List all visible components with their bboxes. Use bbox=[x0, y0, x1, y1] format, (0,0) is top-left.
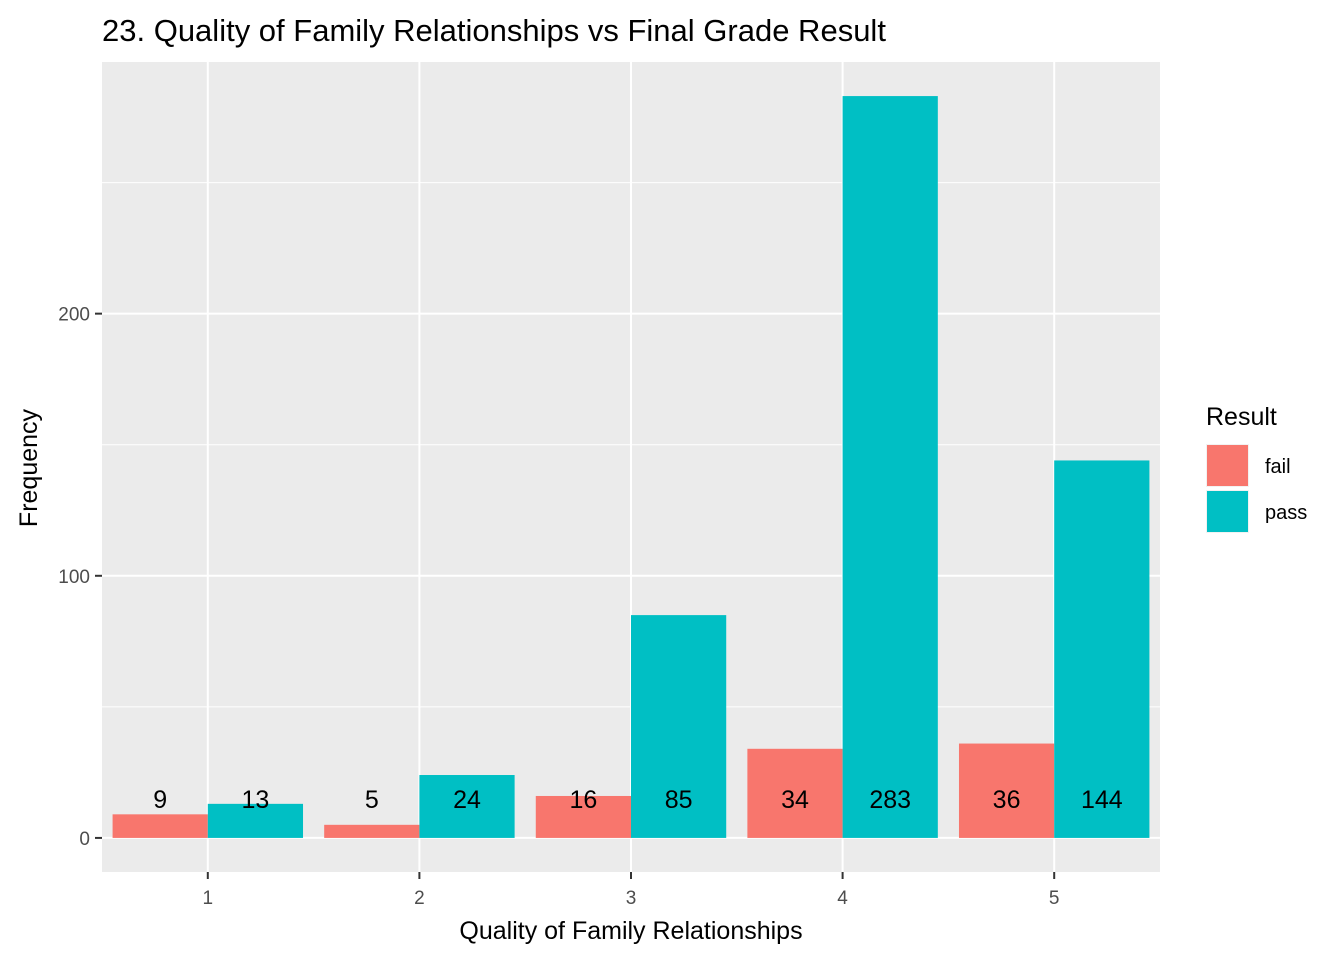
x-tick-label: 2 bbox=[414, 888, 425, 909]
data-label: 283 bbox=[869, 786, 911, 814]
bar-fail-4 bbox=[747, 748, 843, 838]
legend-label-fail: fail bbox=[1265, 456, 1291, 478]
legend-swatch-pass bbox=[1207, 491, 1248, 532]
data-label: 16 bbox=[569, 786, 597, 814]
bar-pass-4 bbox=[842, 96, 938, 838]
bar-fail-1 bbox=[112, 814, 208, 838]
bar-fail-5 bbox=[958, 743, 1055, 838]
bar-pass-2 bbox=[419, 775, 515, 838]
bar-fail-3 bbox=[535, 795, 631, 838]
bar-pass-1 bbox=[207, 803, 304, 838]
x-tick-label: 5 bbox=[1049, 888, 1060, 909]
x-axis: 1 2 3 4 5 bbox=[203, 872, 1060, 909]
legend: Result fail pass bbox=[1206, 403, 1307, 533]
x-axis-title: Quality of Family Relationships bbox=[459, 917, 802, 945]
data-label: 9 bbox=[153, 786, 167, 814]
y-axis-title: Frequency bbox=[15, 408, 43, 527]
legend-label-pass: pass bbox=[1265, 502, 1307, 524]
legend-title: Result bbox=[1206, 403, 1277, 431]
bar-pass-3 bbox=[631, 615, 727, 838]
chart-title: 23. Quality of Family Relationships vs F… bbox=[102, 13, 886, 48]
data-label: 85 bbox=[665, 786, 693, 814]
x-tick-label: 4 bbox=[837, 888, 848, 909]
data-labels: 9 5 16 34 36 13 24 85 283 144 bbox=[153, 786, 1123, 814]
y-axis: 0 100 200 bbox=[58, 305, 102, 850]
bars bbox=[112, 96, 1150, 838]
legend-swatch-fail bbox=[1207, 445, 1248, 486]
bar-fail-2 bbox=[324, 824, 420, 838]
x-tick-label: 3 bbox=[626, 888, 637, 909]
x-tick-label: 1 bbox=[203, 888, 214, 909]
data-label: 5 bbox=[365, 786, 379, 814]
bar-pass-5 bbox=[1054, 460, 1150, 838]
data-label: 24 bbox=[453, 786, 481, 814]
data-label: 36 bbox=[993, 786, 1021, 814]
y-tick-label: 200 bbox=[58, 305, 90, 326]
y-tick-label: 100 bbox=[58, 567, 90, 588]
data-label: 13 bbox=[242, 786, 270, 814]
data-label: 34 bbox=[781, 786, 809, 814]
data-label: 144 bbox=[1081, 786, 1123, 814]
y-tick-label: 0 bbox=[79, 829, 90, 850]
